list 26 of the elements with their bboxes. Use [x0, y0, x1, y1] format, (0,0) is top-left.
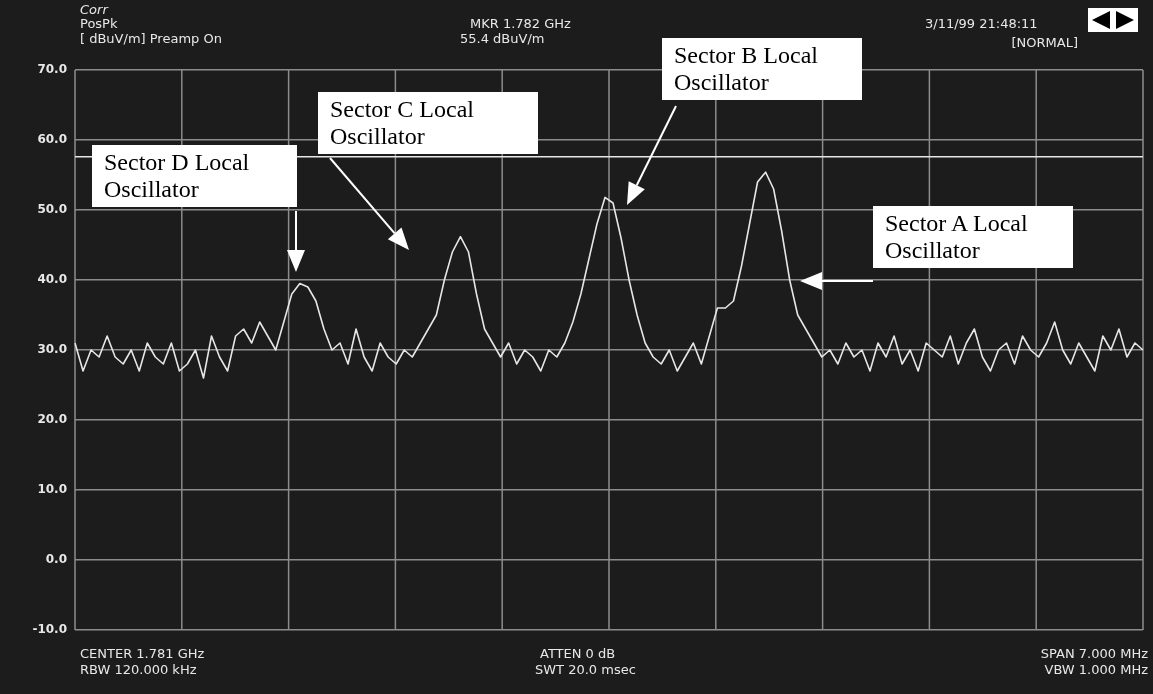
text: CENTER 1.781 GHz	[80, 646, 205, 661]
y-tick-label: 30.0	[37, 342, 67, 357]
annotation: Sector D Local Oscillator	[92, 145, 297, 207]
y-tick-label: 70.0	[37, 62, 67, 77]
y-tick-label: 0.0	[45, 552, 67, 567]
text: 3/11/99 21:48:11	[925, 16, 1038, 31]
text: 55.4 dBuV/m	[460, 31, 545, 46]
text: RBW 120.000 kHz	[80, 662, 197, 677]
y-tick-label: 40.0	[37, 272, 67, 287]
text: SWT 20.0 msec	[535, 662, 636, 677]
y-tick-label: 20.0	[37, 412, 67, 427]
annotation: Sector A Local Oscillator	[873, 206, 1073, 268]
annotation: Sector B Local Oscillator	[662, 38, 862, 100]
y-tick-label: 10.0	[37, 482, 67, 497]
text: ATTEN 0 dB	[540, 646, 616, 661]
y-tick-label: 60.0	[37, 132, 67, 147]
text: PosPk	[80, 16, 118, 31]
text: [ dBuV/m] Preamp On	[80, 31, 222, 46]
y-tick-label: 50.0	[37, 202, 67, 217]
text: SPAN 7.000 MHz	[1040, 646, 1148, 661]
text: Corr	[80, 2, 108, 17]
y-tick-label: -10.0	[32, 622, 67, 637]
text: [NORMAL]	[1011, 35, 1078, 50]
text: VBW 1.000 MHz	[1044, 662, 1148, 677]
text: MKR 1.782 GHz	[470, 16, 571, 31]
annotation: Sector C Local Oscillator	[318, 92, 538, 154]
